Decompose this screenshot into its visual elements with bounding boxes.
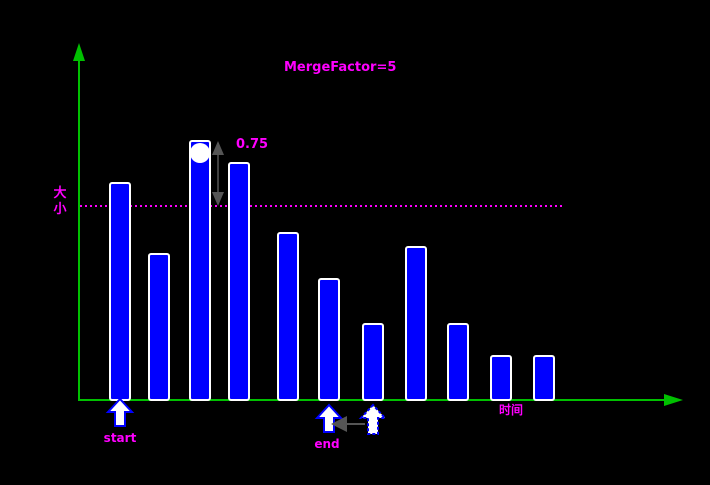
bar [405,246,427,401]
bar [318,278,340,401]
x-axis-label: 时间 [499,402,523,417]
next-arrow [358,403,388,435]
double-arrow-icon [212,141,224,206]
bar [189,140,211,401]
start-arrow [105,397,135,427]
bar [148,253,170,401]
bar [362,323,384,401]
start-label: start [104,431,137,445]
y-axis-label: 大小 [53,185,66,217]
end-label: end [314,437,339,451]
up-arrow-icon [314,403,344,433]
bar [490,355,512,401]
bar [533,355,555,401]
dashed-up-arrow-icon [358,403,388,435]
threshold-value-label: 0.75 [236,137,268,152]
bar [277,232,299,401]
circle-marker-icon [190,143,210,163]
bar [228,162,250,401]
diagram-title: MergeFactor=5 [284,60,396,75]
bar [447,323,469,401]
bars-group [109,140,555,401]
x-axis-arrowhead [664,394,683,406]
end-arrow [314,403,344,433]
bar [109,182,131,401]
y-axis-arrowhead [73,43,85,61]
up-arrow-icon [105,397,135,427]
